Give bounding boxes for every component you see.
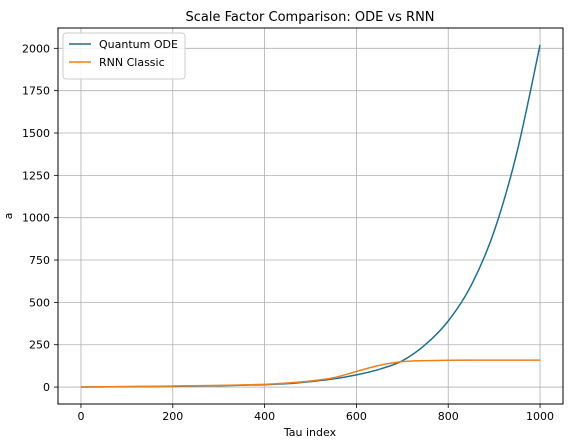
- plot-frame: [57, 27, 564, 405]
- grid: [58, 28, 563, 404]
- y-tick-label: 500: [29, 296, 50, 309]
- x-tick-label: 1000: [526, 410, 554, 423]
- series-line-rnn-classic: [80, 359, 541, 388]
- y-tick-label: 2000: [22, 42, 50, 55]
- legend-label: Quantum ODE: [99, 38, 178, 51]
- series-lines: [80, 44, 541, 388]
- y-tick-label: 1250: [22, 169, 50, 182]
- legend-box: [62, 32, 186, 80]
- legend-label: RNN Classic: [99, 56, 165, 69]
- chart-title: Scale Factor Comparison: ODE vs RNN: [185, 10, 434, 25]
- x-tick-label: 800: [438, 410, 459, 423]
- legend: Quantum ODE RNN Classic: [62, 32, 186, 80]
- x-tick-label: 200: [162, 410, 183, 423]
- y-tick-label: 1500: [22, 127, 50, 140]
- axis-ticks: 0 200 400 600 800 1000 0 250 500 750 1000 1250 1500 1…: [22, 42, 554, 423]
- series-line-quantum-ode: [80, 44, 541, 388]
- x-tick-label: 600: [346, 410, 367, 423]
- x-tick-label: 400: [254, 410, 275, 423]
- y-tick-label: 1750: [22, 85, 50, 98]
- y-tick-label: 750: [29, 254, 50, 267]
- x-axis-title: Tau index: [283, 426, 337, 439]
- x-tick-label: 0: [77, 410, 84, 423]
- y-tick-label: 0: [43, 381, 50, 394]
- y-tick-label: 1000: [22, 212, 50, 225]
- y-axis-title: a: [2, 213, 15, 220]
- y-tick-label: 250: [29, 339, 50, 352]
